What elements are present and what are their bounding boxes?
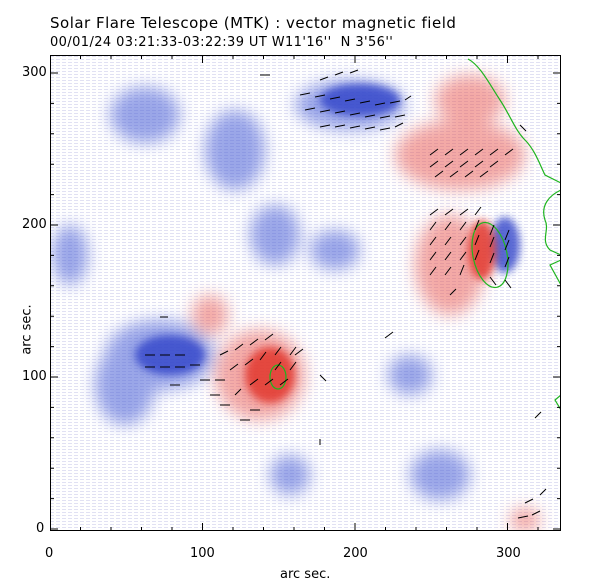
field-vectors	[145, 69, 547, 519]
y-tick-label: 300	[22, 65, 47, 80]
observation-position: W11'16'' N 3'56''	[271, 35, 394, 50]
x-tick-label: 200	[343, 546, 368, 561]
negative-polarity-regions	[52, 80, 470, 500]
vector-cluster-left	[145, 316, 394, 445]
y-tick-label: 200	[22, 217, 47, 232]
figure-subtitle: 00/01/24 03:21:33-03:22:39 UT W11'16'' N…	[50, 35, 393, 50]
vector-cluster-top	[260, 69, 412, 131]
contour-lines	[269, 58, 561, 411]
figure-title: Solar Flare Telescope (MTK) : vector mag…	[50, 14, 457, 32]
y-axis-label: arc sec.	[19, 304, 35, 355]
y-axis-ticks	[50, 72, 561, 530]
observation-date: 00/01/24	[50, 35, 112, 50]
vector-cluster-right	[429, 124, 527, 296]
magnetogram-plot	[50, 55, 561, 531]
vector-cluster-bottom	[517, 411, 547, 519]
x-axis-label: arc sec.	[280, 567, 331, 582]
observation-time-range: 03:21:33-03:22:39 UT	[116, 35, 268, 50]
y-tick-label: 0	[36, 521, 45, 536]
x-tick-label: 0	[45, 546, 54, 561]
x-axis-ticks	[50, 55, 539, 531]
x-tick-label: 300	[496, 546, 521, 561]
x-tick-label: 100	[190, 546, 215, 561]
y-tick-label: 100	[22, 369, 47, 384]
plot-frame	[50, 55, 561, 531]
